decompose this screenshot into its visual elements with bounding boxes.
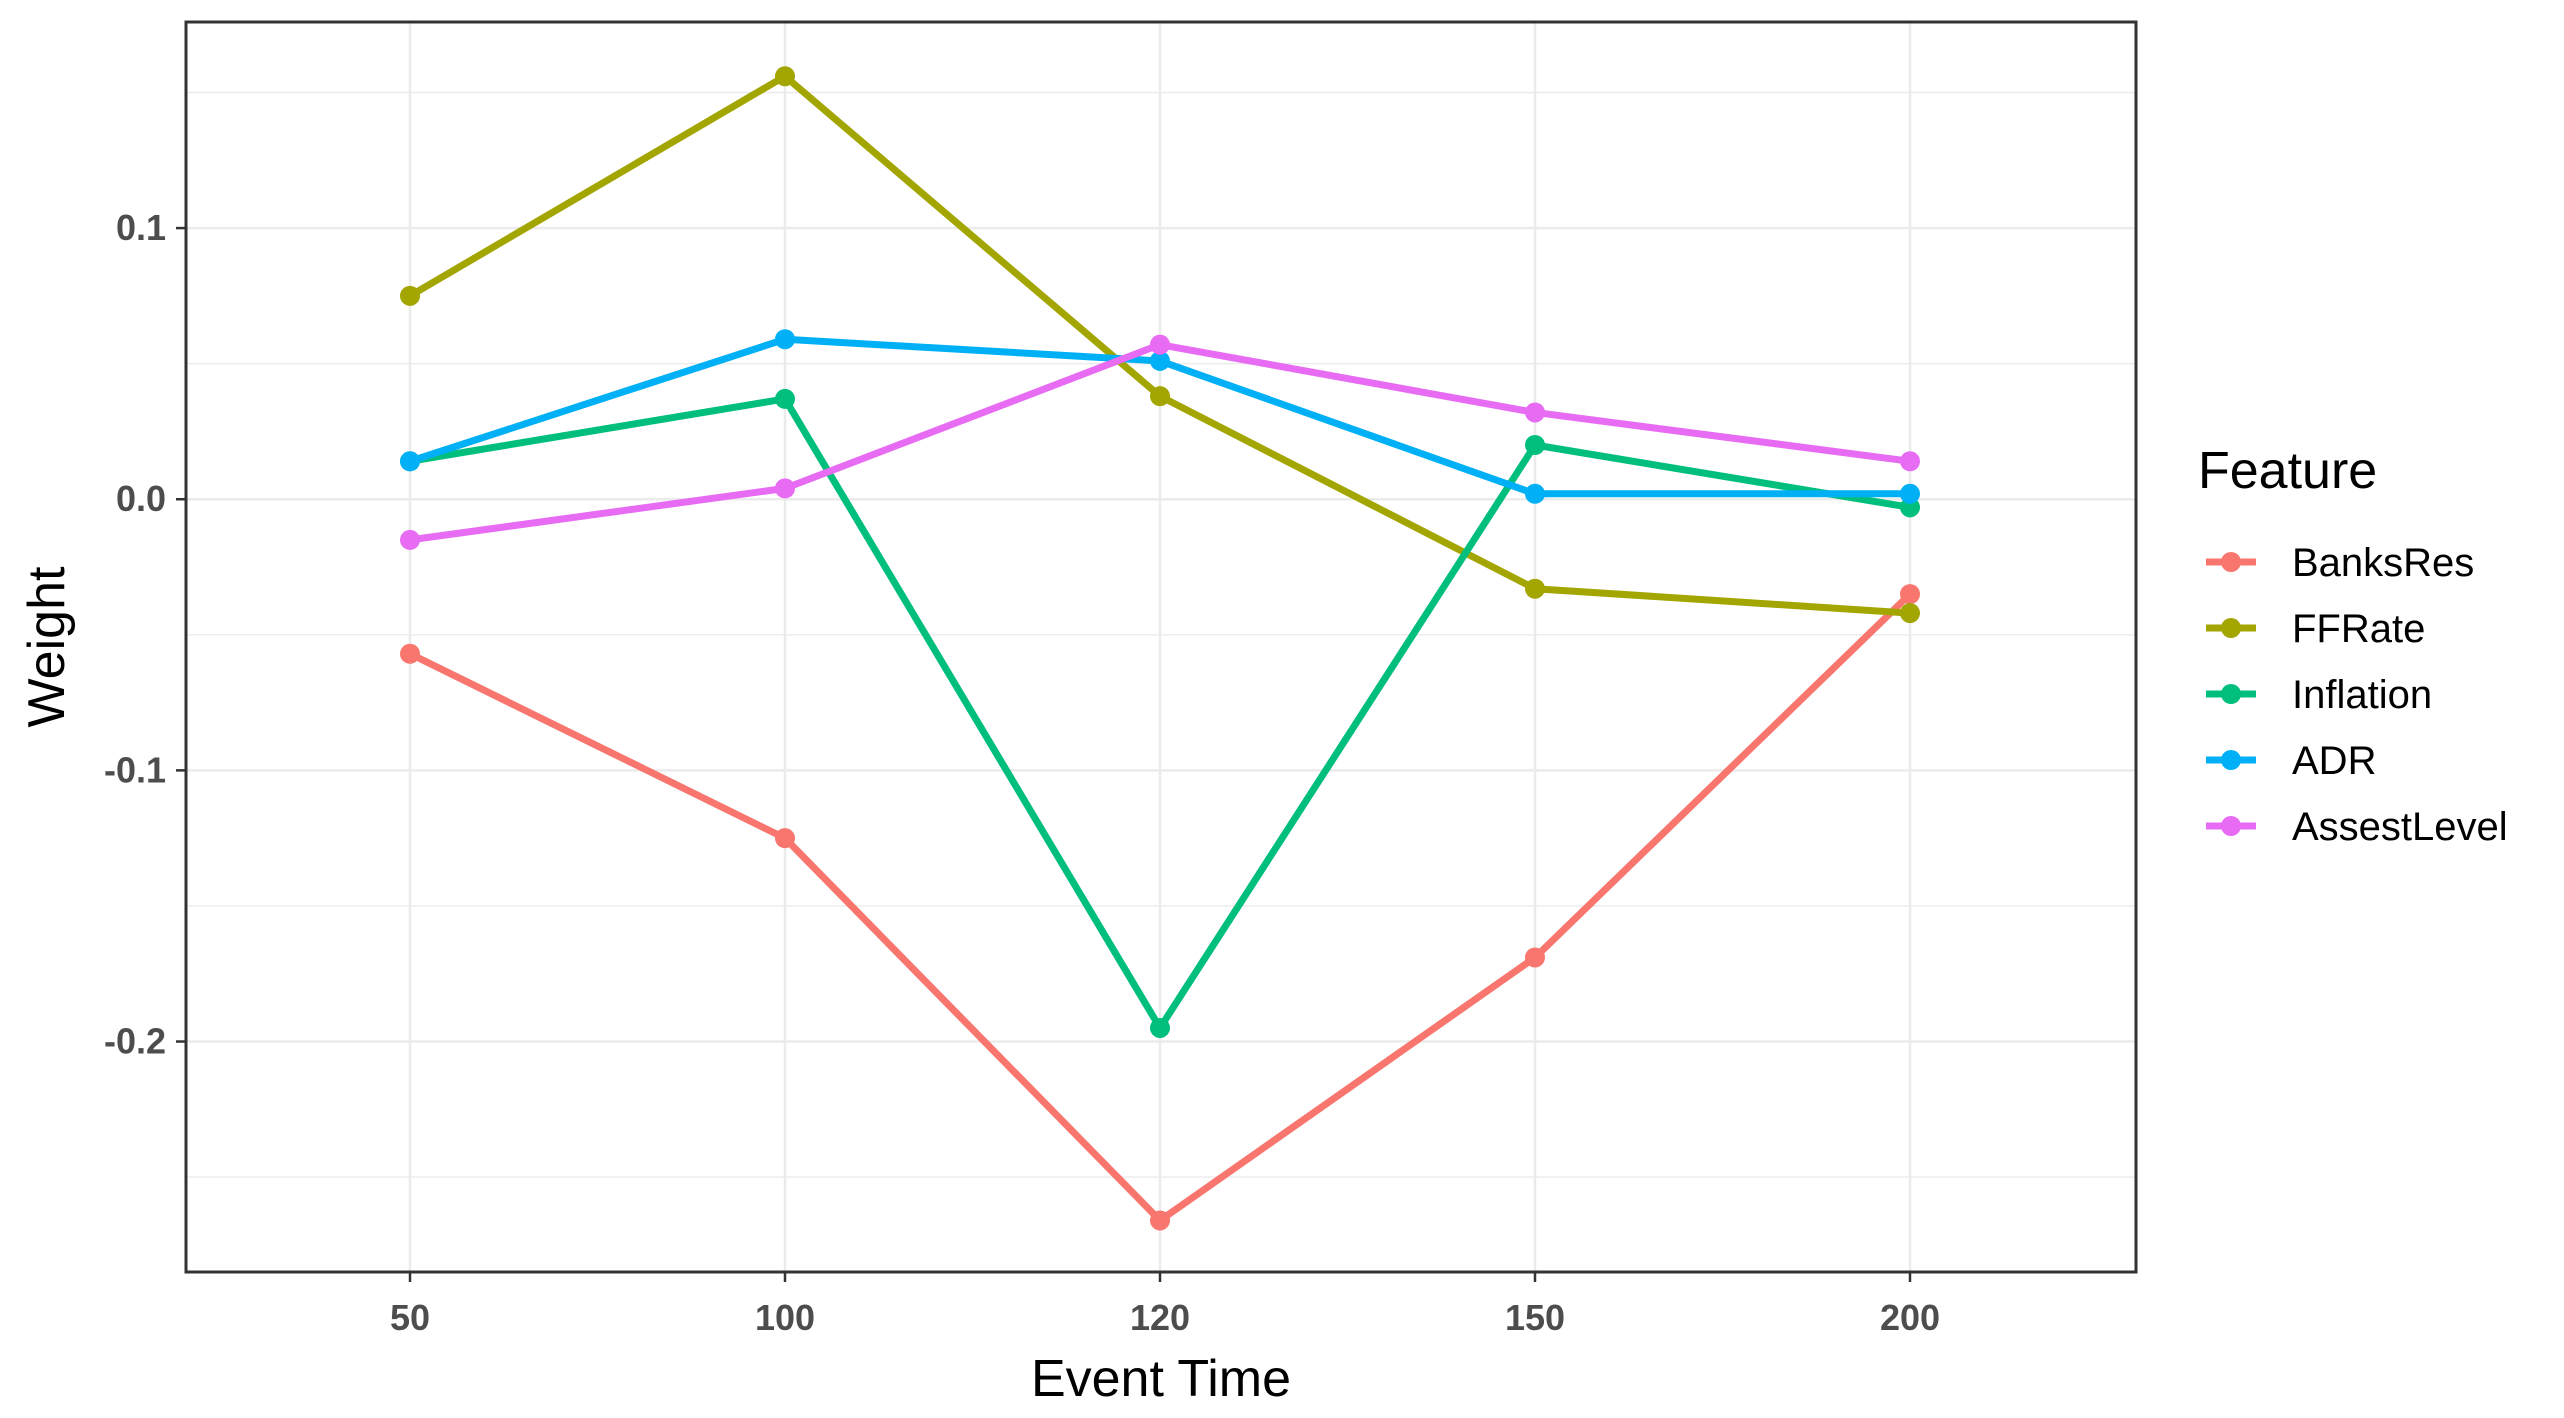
data-point: [775, 66, 795, 87]
legend-title: Feature: [2198, 442, 2377, 500]
series-ffrate: [400, 66, 1920, 624]
legend-key-point: [2221, 552, 2241, 572]
data-point: [1525, 578, 1545, 599]
y-axis-ticks: 0.1 0.0 -0.1 -0.2: [104, 207, 186, 1062]
legend-key-point: [2221, 816, 2241, 836]
series-assestlevel: [400, 334, 1920, 550]
legend-item-banksres: BanksRes: [2206, 541, 2474, 585]
data-point: [1900, 584, 1920, 605]
y-axis-title: Weight: [18, 566, 76, 727]
legend-label: FFRate: [2292, 607, 2425, 651]
data-point: [1525, 402, 1545, 423]
legend-label: BanksRes: [2292, 541, 2474, 585]
data-point: [1525, 434, 1545, 455]
legend-label: Inflation: [2292, 673, 2432, 717]
data-point: [400, 643, 420, 664]
data-point: [400, 451, 420, 472]
x-tick-label: 120: [1130, 1297, 1190, 1338]
legend-item-ffrate: FFRate: [2206, 607, 2425, 651]
legend-key-point: [2221, 684, 2241, 704]
data-point: [1150, 386, 1170, 407]
data-point: [1150, 1210, 1170, 1231]
y-tick-label: 0.1: [116, 207, 166, 248]
data-point: [1900, 483, 1920, 504]
grid: [186, 22, 2136, 1272]
x-tick-label: 50: [390, 1297, 430, 1338]
legend-item-adr: ADR: [2206, 739, 2376, 783]
y-tick-label: -0.2: [104, 1021, 166, 1062]
series-banksres: [400, 584, 1920, 1231]
data-point: [400, 285, 420, 306]
legend-key-point: [2221, 750, 2241, 770]
data-point: [1150, 350, 1170, 371]
data-point: [775, 329, 795, 350]
data-point: [1150, 1017, 1170, 1038]
legend-label: ADR: [2292, 739, 2376, 783]
data-point: [1150, 334, 1170, 355]
x-tick-label: 200: [1880, 1297, 1940, 1338]
data-point: [775, 478, 795, 499]
x-tick-label: 100: [755, 1297, 815, 1338]
legend-key-point: [2221, 618, 2241, 638]
data-point: [1525, 483, 1545, 504]
data-point: [775, 828, 795, 849]
data-point: [1525, 947, 1545, 968]
data-point: [775, 388, 795, 409]
data-point: [1900, 451, 1920, 472]
x-axis-title: Event Time: [1031, 1350, 1291, 1408]
y-tick-label: 0.0: [116, 478, 166, 519]
x-axis-ticks: 50 100 120 150 200: [390, 1272, 1940, 1338]
data-point: [1900, 603, 1920, 624]
legend: Feature BanksRes FFRate Inflation ADR Assest…: [2198, 442, 2508, 849]
legend-item-assestlevel: AssestLevel: [2206, 805, 2508, 849]
x-tick-label: 150: [1505, 1297, 1565, 1338]
y-tick-label: -0.1: [104, 749, 166, 790]
data-point: [400, 529, 420, 550]
series-layer: [400, 66, 1920, 1231]
legend-item-inflation: Inflation: [2206, 673, 2432, 717]
legend-label: AssestLevel: [2292, 805, 2508, 849]
series-adr: [400, 329, 1920, 504]
